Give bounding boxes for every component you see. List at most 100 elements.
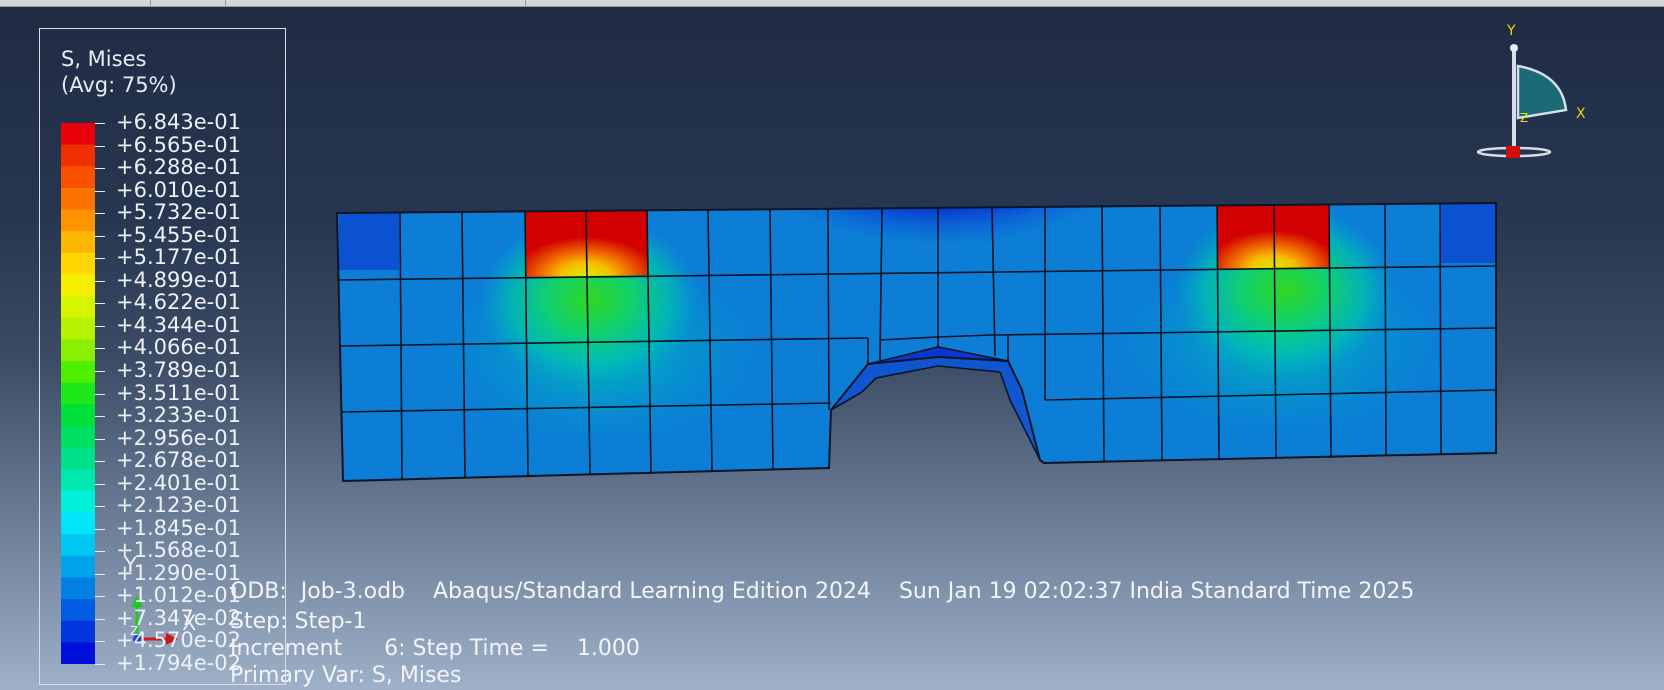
- software-edition: Abaqus/Standard Learning Edition 2024: [432, 579, 871, 604]
- legend-tick: [95, 303, 105, 305]
- timestamp: Sun Jan 19 02:02:37 India Standard Time …: [898, 579, 1415, 604]
- legend-value-label: +2.123e-01: [116, 493, 241, 518]
- compass-z-label: Z: [1520, 111, 1529, 125]
- legend-color-band: [61, 231, 95, 254]
- odb-info-line: ODB: Job-3.odb Abaqus/Standard Learning …: [230, 580, 1414, 604]
- axis-triad-icon: [131, 595, 178, 645]
- compass-y-label: Y: [1507, 23, 1516, 39]
- legend-tick: [95, 123, 105, 124]
- toolbar-segment: [525, 0, 1475, 6]
- legend-value-label: +4.899e-01: [116, 267, 241, 292]
- legend-value-label: +6.288e-01: [116, 155, 241, 180]
- view-compass-icon[interactable]: [1474, 34, 1584, 164]
- legend-color-band: [61, 144, 95, 167]
- legend-tick: [95, 258, 105, 260]
- legend-value-label: +1.012e-01: [116, 583, 241, 608]
- legend-color-band: [61, 317, 95, 340]
- odb-file: Job-3.odb: [300, 579, 405, 604]
- legend-title: S, Mises: [61, 47, 147, 71]
- legend-tick: [95, 664, 105, 665]
- legend-color-band: [61, 642, 95, 664]
- legend-color-band: [61, 123, 95, 146]
- legend-tick: [95, 325, 105, 327]
- legend-value-label: +4.570e-02: [116, 628, 241, 653]
- legend-tick: [95, 573, 105, 575]
- legend-value-label: +6.843e-01: [116, 110, 241, 134]
- compass-x-label: X: [1576, 106, 1586, 122]
- legend-color-band: [61, 447, 95, 470]
- legend-tick: [95, 280, 105, 282]
- legend-color-band: [61, 187, 95, 211]
- contour-model[interactable]: [0, 7, 1664, 690]
- legend-color-band: [61, 296, 95, 319]
- legend-value-label: +3.233e-01: [116, 403, 241, 428]
- legend-color-band: [61, 209, 95, 232]
- legend-tick: [95, 213, 105, 215]
- legend-color-band: [61, 512, 95, 535]
- legend-color-band: [61, 555, 95, 578]
- legend-color-band: [61, 166, 95, 189]
- legend-value-label: +3.511e-01: [116, 380, 241, 405]
- legend-tick: [95, 461, 105, 463]
- mesh-grid: [335, 201, 1497, 483]
- legend-tick: [95, 618, 105, 620]
- legend-value-label: +5.732e-01: [116, 200, 241, 225]
- legend-value-label: +2.401e-01: [116, 470, 241, 495]
- legend-value-label: +7.347e-02: [116, 605, 241, 630]
- increment-info: Increment 6: Step Time = 1.000: [230, 636, 640, 661]
- legend-color-band: [61, 382, 95, 405]
- legend-color-band: [61, 404, 95, 427]
- toolbar-segment[interactable]: [225, 0, 526, 6]
- legend-value-label: +5.177e-01: [116, 245, 241, 270]
- legend-color-band: [61, 620, 95, 643]
- legend-value-label: +4.066e-01: [116, 335, 241, 360]
- legend-color-band: [61, 361, 95, 384]
- legend-value-label: +4.344e-01: [116, 312, 241, 337]
- legend-value-label: +4.622e-01: [116, 290, 241, 315]
- triad-y-label: Y: [124, 553, 137, 577]
- legend-tick: [95, 641, 105, 643]
- legend-color-band: [61, 490, 95, 514]
- legend-value-label: +1.568e-01: [116, 538, 241, 563]
- max-stress-region-right: [1217, 204, 1329, 270]
- legend-value-label: +2.956e-01: [116, 425, 241, 450]
- legend-color-band: [61, 534, 95, 557]
- legend-value-label: +1.794e-02: [116, 651, 241, 675]
- legend-color-band: [61, 252, 95, 275]
- toolbar-segment[interactable]: [150, 0, 226, 6]
- viewport[interactable]: S, Mises (Avg: 75%) ODB: Job-3.odb Abaqu…: [0, 7, 1664, 690]
- legend-color-band: [61, 339, 95, 362]
- legend-color-band: [61, 599, 95, 622]
- legend-tick: [95, 416, 105, 418]
- toolbar-strip: [0, 0, 1664, 7]
- legend-color-band: [61, 425, 95, 449]
- legend-color-bar: [61, 123, 95, 664]
- legend-value-label: +5.455e-01: [116, 222, 241, 247]
- triad-z-label: Z: [130, 624, 139, 638]
- legend-tick: [95, 235, 105, 237]
- legend-tick: [95, 438, 105, 440]
- legend-value-label: +1.290e-01: [116, 560, 241, 585]
- legend-value-label: +3.789e-01: [116, 357, 241, 382]
- legend-tick: [95, 528, 105, 530]
- legend-tick: [95, 596, 105, 598]
- odb-label: ODB:: [230, 579, 287, 604]
- legend-tick: [95, 483, 105, 485]
- triad-x-label: X: [182, 611, 197, 635]
- legend-value-label: +6.565e-01: [116, 132, 241, 157]
- legend-subtitle: (Avg: 75%): [61, 73, 177, 97]
- legend-color-band: [61, 274, 95, 297]
- legend-tick: [95, 168, 105, 170]
- legend-value-label: +1.845e-01: [116, 515, 241, 540]
- legend-tick: [95, 348, 105, 350]
- toolbar-segment[interactable]: [0, 0, 151, 6]
- legend-tick: [95, 506, 105, 508]
- legend-color-band: [61, 469, 95, 492]
- legend-tick: [95, 145, 105, 147]
- legend-tick: [95, 190, 105, 192]
- legend-tick: [95, 370, 105, 372]
- primary-var-info: Primary Var: S, Mises: [230, 663, 462, 688]
- legend-frame: [39, 28, 286, 685]
- legend-color-band: [61, 577, 95, 600]
- step-info: Step: Step-1: [230, 609, 367, 634]
